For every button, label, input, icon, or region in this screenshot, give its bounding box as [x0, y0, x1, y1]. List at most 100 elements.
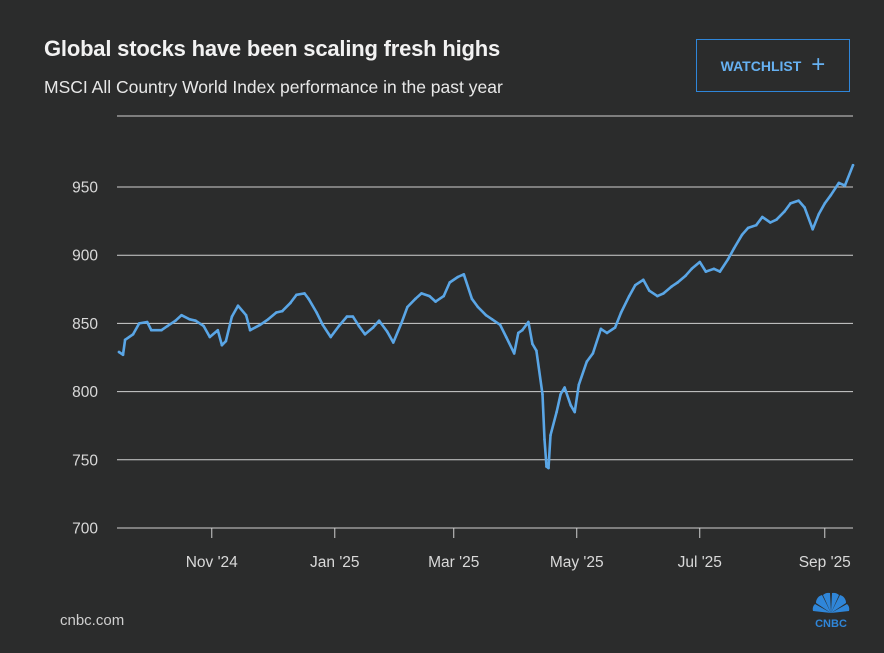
data-point [244, 313, 248, 317]
data-point [577, 383, 581, 387]
data-point [391, 341, 395, 344]
data-point [117, 350, 121, 354]
x-tick-label: Nov '24 [186, 554, 238, 571]
data-point [521, 328, 524, 332]
data-point [258, 323, 262, 327]
data-point [363, 333, 367, 336]
chart-series [117, 163, 855, 470]
watchlist-button[interactable]: WATCHLIST + [696, 39, 850, 92]
data-point [202, 324, 206, 328]
data-point [137, 322, 141, 325]
x-tick-label: Mar '25 [428, 554, 479, 571]
data-point [605, 331, 609, 335]
data-point [516, 331, 520, 335]
data-point [303, 292, 306, 295]
logo-text: CNBC [815, 618, 847, 630]
data-point [543, 438, 546, 441]
data-point [775, 218, 778, 222]
data-point [619, 311, 623, 314]
data-point [484, 313, 488, 317]
data-point [236, 304, 240, 307]
data-point [337, 324, 341, 328]
data-point [797, 199, 800, 202]
data-point [599, 327, 603, 331]
data-point [712, 267, 716, 271]
data-point [188, 318, 191, 321]
data-point [726, 257, 730, 261]
data-point [456, 275, 460, 279]
data-point [823, 202, 827, 205]
data-point [351, 315, 355, 318]
data-point [470, 297, 474, 301]
data-point [224, 339, 228, 343]
data-point [315, 311, 318, 314]
data-point [512, 352, 516, 355]
data-point [549, 433, 552, 437]
data-point [547, 466, 550, 470]
data-point [531, 342, 534, 346]
data-point [676, 281, 679, 284]
data-point [718, 270, 722, 273]
data-point [648, 289, 651, 292]
data-point [377, 319, 381, 322]
data-point [281, 309, 284, 313]
data-point [585, 360, 589, 363]
data-point [248, 328, 252, 332]
data-point [641, 278, 645, 282]
data-point [166, 324, 169, 328]
data-point [448, 281, 452, 284]
data-point [803, 206, 806, 209]
y-tick-label: 950 [72, 180, 98, 197]
data-point [406, 305, 409, 309]
plus-icon: + [811, 50, 826, 78]
data-point [208, 335, 212, 339]
data-point [220, 343, 224, 347]
data-point [811, 227, 814, 231]
x-tick-label: May '25 [550, 554, 604, 571]
data-point [504, 335, 508, 339]
data-point [307, 297, 310, 301]
data-point [754, 223, 758, 227]
chart-gridlines [117, 186, 853, 529]
data-point [559, 393, 562, 396]
data-point [123, 338, 127, 342]
data-point [670, 285, 673, 288]
data-point [400, 322, 403, 325]
data-point [704, 270, 708, 273]
data-point [591, 352, 595, 355]
data-point [843, 184, 847, 187]
series-line [117, 163, 855, 470]
data-point [357, 324, 361, 328]
data-point [121, 353, 125, 357]
data-point [837, 181, 841, 185]
data-point [746, 226, 750, 230]
data-point [289, 301, 292, 305]
y-tick-label: 750 [72, 452, 98, 469]
data-point [527, 320, 530, 324]
data-point [490, 318, 494, 321]
data-point [385, 330, 389, 333]
data-point [769, 221, 772, 224]
data-point [295, 293, 298, 297]
data-point [817, 212, 821, 216]
data-point [194, 319, 197, 322]
x-axis: Nov '24 Jan '25 Mar '25 May '25 Jul '25 Sep '… [186, 528, 851, 571]
data-point [573, 410, 577, 414]
data-point [216, 328, 220, 332]
data-point [555, 410, 558, 414]
data-point [414, 297, 417, 301]
page-subtitle: MSCI All Country World Index performance… [44, 77, 503, 97]
data-point [321, 323, 324, 327]
data-point [442, 294, 445, 298]
data-point [160, 328, 163, 332]
watchlist-label: WATCHLIST [720, 57, 802, 74]
peacock-logo-icon: CNBC [812, 592, 850, 630]
source-label: cnbc.com [60, 612, 125, 629]
x-tick-label: Sep '25 [799, 554, 851, 571]
data-point [371, 326, 375, 329]
data-point [698, 260, 702, 264]
y-tick-label: 800 [72, 384, 98, 401]
data-point [732, 247, 736, 250]
data-point [690, 267, 693, 271]
